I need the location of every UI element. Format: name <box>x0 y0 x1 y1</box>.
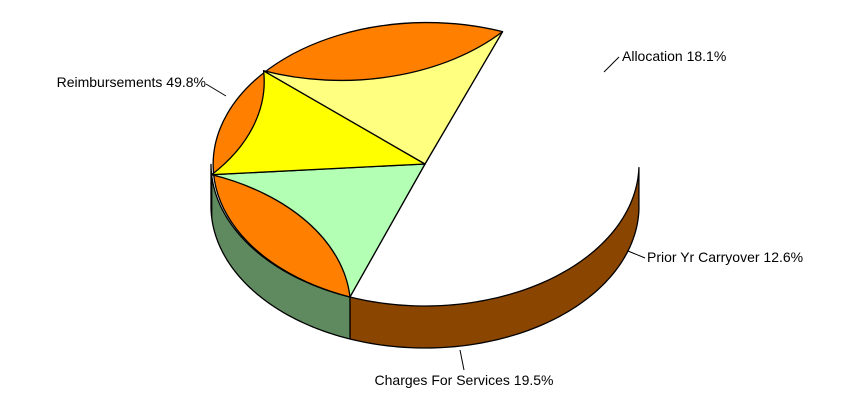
pie-sides <box>210 163 640 349</box>
leader-line <box>205 83 227 97</box>
pie-slice-prior-yr-carryover <box>210 70 426 176</box>
pie-slices <box>210 21 504 298</box>
pie-slice-allocation <box>210 163 426 298</box>
slice-label-reimbursements: Reimbursements 49.8% <box>57 74 206 90</box>
slice-labels: Reimbursements 49.8% Allocation 18.1% Prio… <box>57 48 804 388</box>
pie-side-prior-yr-carryover <box>210 163 213 218</box>
leader-line <box>627 250 646 259</box>
pie-slice-charges-for-services <box>262 31 504 165</box>
leader-line <box>459 349 465 371</box>
leader-line <box>603 56 620 73</box>
slice-label-charges-for-services: Charges For Services 19.5% <box>375 372 554 388</box>
leader-lines <box>205 56 646 371</box>
slice-label-allocation: Allocation 18.1% <box>622 48 726 64</box>
slice-label-prior-yr-carryover: Prior Yr Carryover 12.6% <box>647 249 803 265</box>
